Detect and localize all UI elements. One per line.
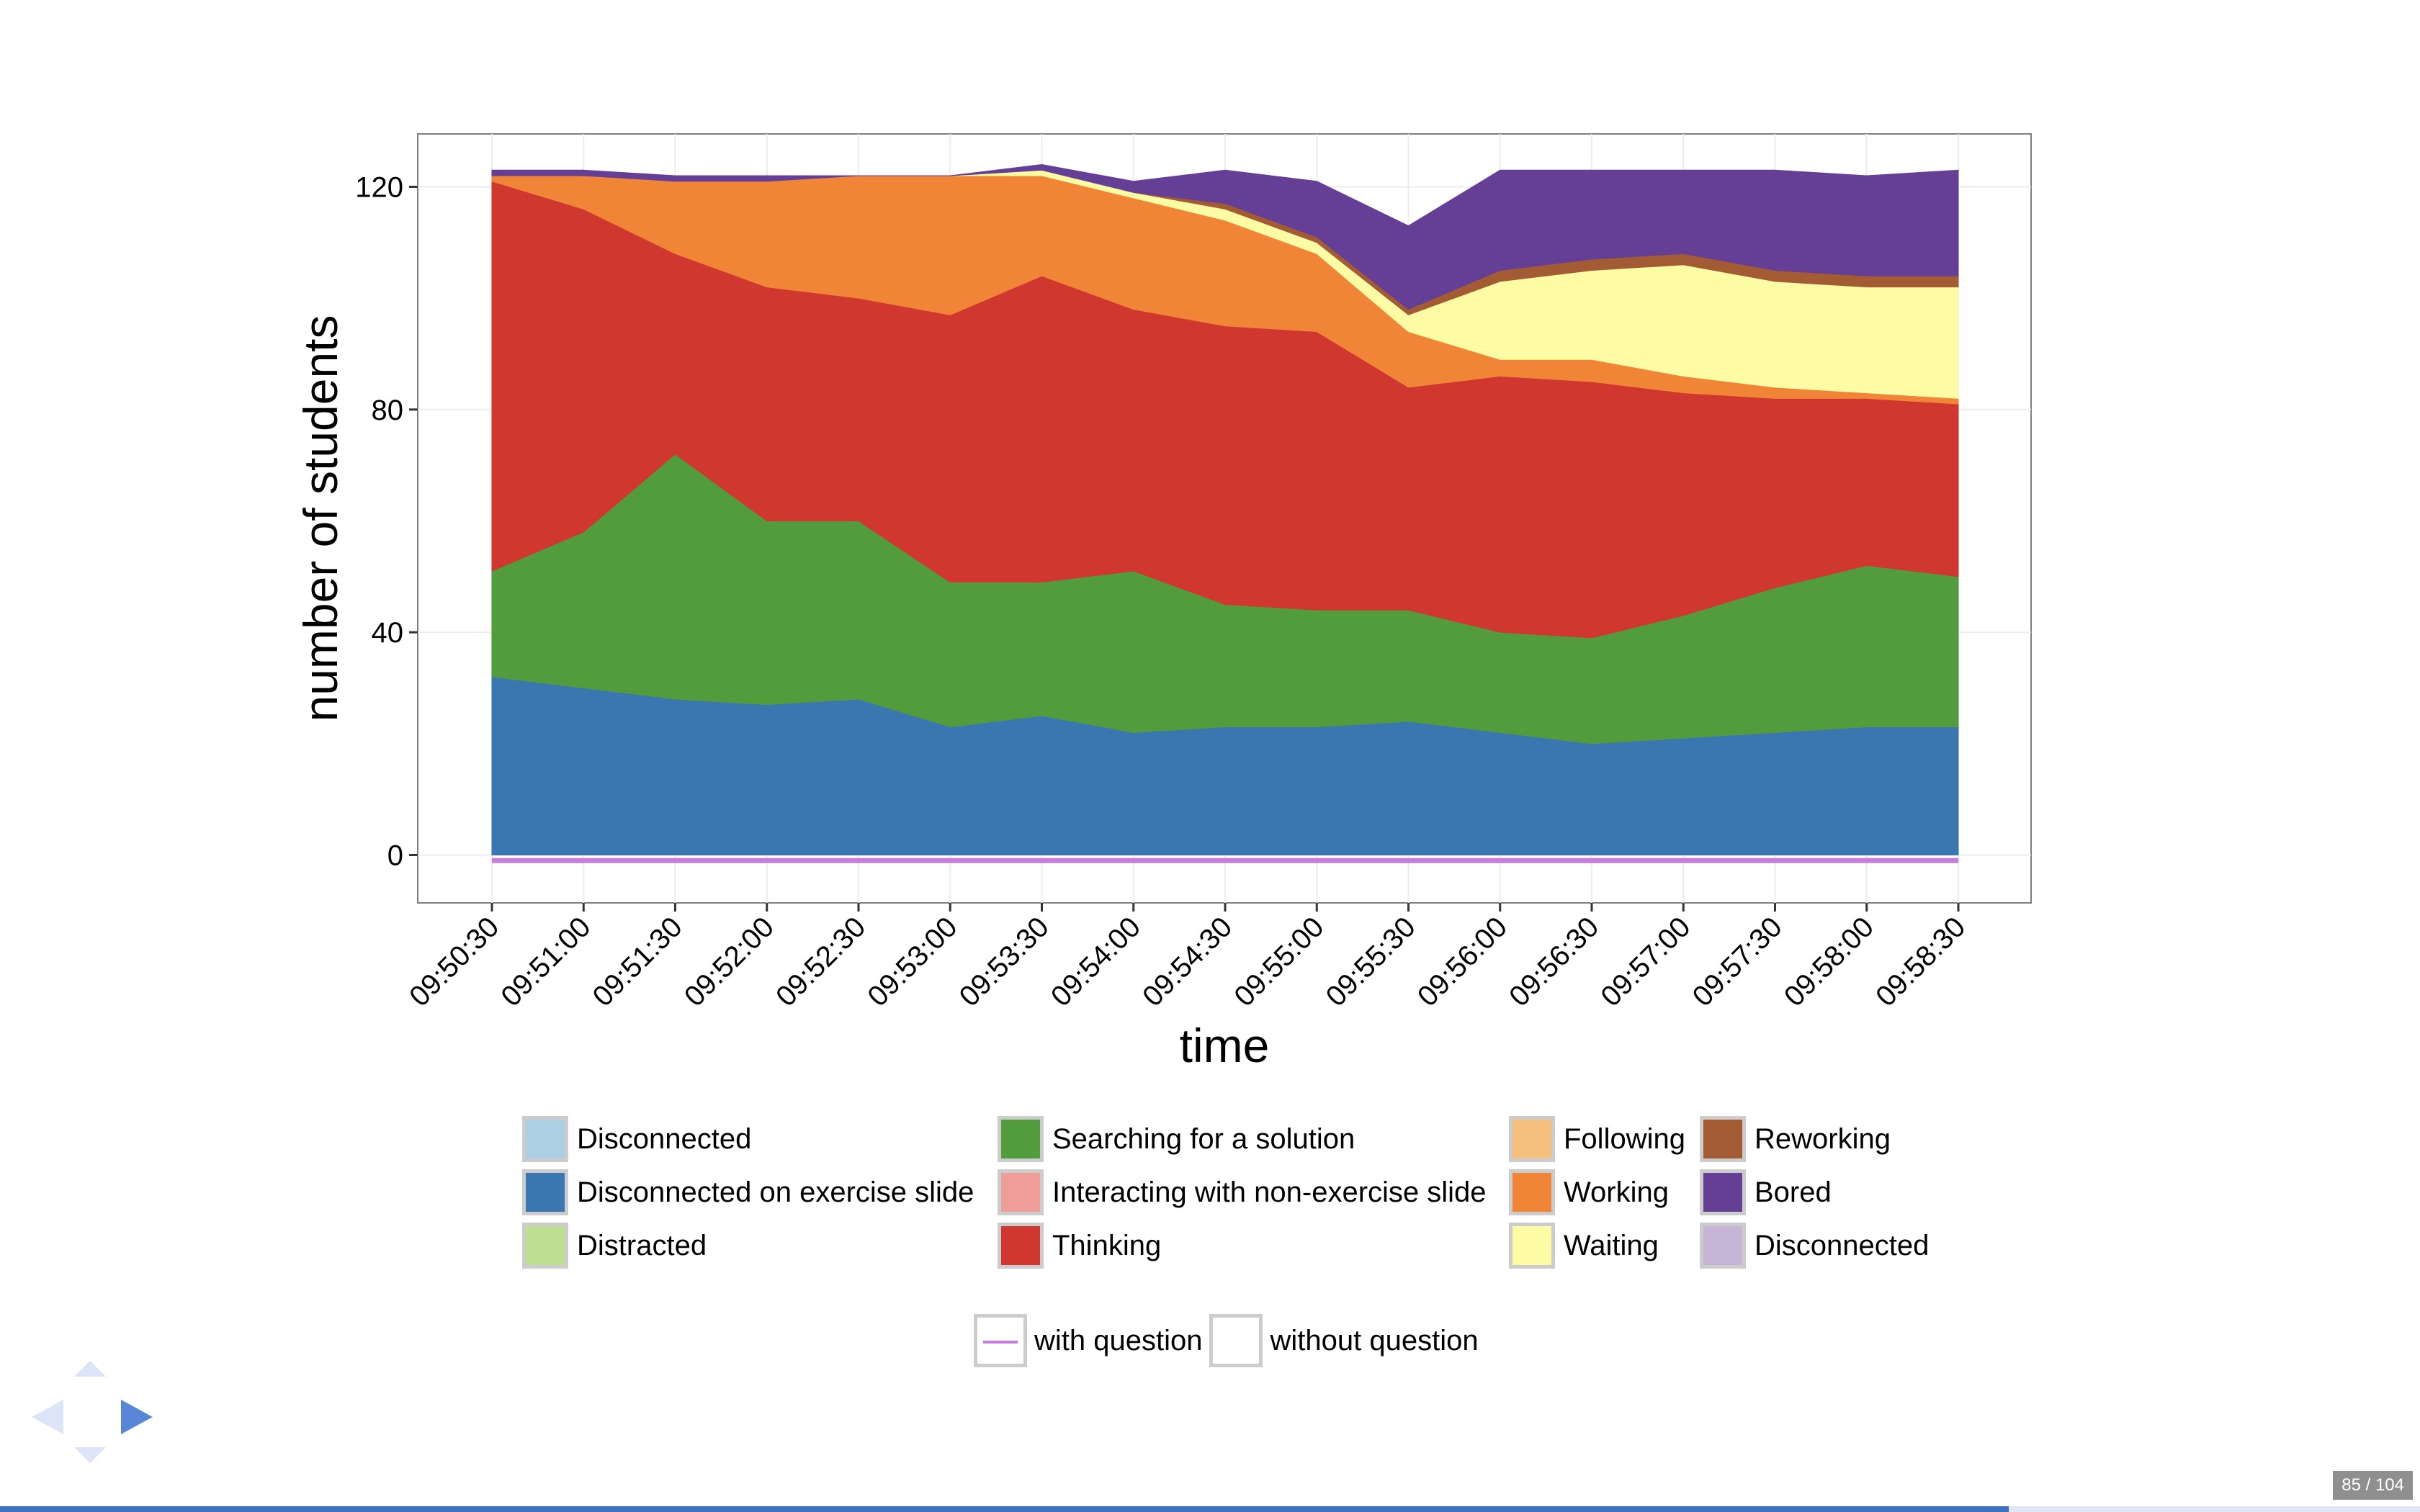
legend-item-bored: Bored <box>1700 1166 1832 1219</box>
legend-label-reworking: Reworking <box>1754 1122 1891 1155</box>
legend-label-waiting: Waiting <box>1564 1229 1659 1261</box>
legend-swatch-disconnected <box>522 1116 568 1162</box>
question-legend: with question without question <box>974 1314 1486 1367</box>
legend-swatch-searching-for-a-solution <box>998 1116 1044 1162</box>
x-tick-label-11: 09:56:00 <box>1412 911 1513 1012</box>
legend-item-searching-for-a-solution: Searching for a solution <box>998 1112 1355 1166</box>
legend-item-reworking: Reworking <box>1700 1112 1891 1166</box>
legend-label-bored: Bored <box>1754 1176 1832 1208</box>
legend-item-waiting: Waiting <box>1509 1219 1659 1272</box>
legend-swatch-waiting <box>1509 1223 1555 1269</box>
x-tick-label-7: 09:54:00 <box>1045 911 1147 1012</box>
x-tick-label-3: 09:52:00 <box>678 911 780 1012</box>
legend-with-question-swatch <box>974 1314 1027 1367</box>
legend-label-disconnected-on-exercise-slide: Disconnected on exercise slide <box>577 1176 974 1208</box>
x-tick-label-6: 09:53:30 <box>954 911 1055 1012</box>
legend-item-thinking: Thinking <box>998 1219 1161 1272</box>
legend-label-searching-for-a-solution: Searching for a solution <box>1052 1122 1355 1155</box>
legend-without-question-swatch <box>1209 1314 1263 1367</box>
progress-bar <box>0 1506 2420 1512</box>
nav-right-arrow-icon[interactable] <box>121 1400 153 1434</box>
legend-label-distracted: Distracted <box>577 1229 707 1261</box>
progress-bar-fill <box>0 1506 2009 1512</box>
y-axis-title: number of students <box>294 315 347 722</box>
legend-item-working: Working <box>1509 1166 1669 1219</box>
nav-up-arrow-icon[interactable] <box>74 1361 106 1377</box>
y-tick-label-0: 0 <box>387 840 403 871</box>
legend-label-working: Working <box>1564 1176 1669 1208</box>
legend-swatch-disconnected-on-exercise-slide <box>522 1169 568 1215</box>
legend-without-question-label: without question <box>1270 1324 1479 1356</box>
legend-swatch-disconnected <box>1700 1223 1746 1269</box>
x-tick-label-15: 09:58:00 <box>1778 911 1880 1012</box>
legend-label-disconnected: Disconnected <box>1754 1229 1930 1261</box>
legend-without-question: without question <box>1209 1314 1479 1367</box>
legend-item-interacting-with-non-exercise-slide: Interacting with non-exercise slide <box>998 1166 1487 1219</box>
legend-swatch-distracted <box>522 1223 568 1269</box>
x-tick-label-2: 09:51:30 <box>587 911 689 1012</box>
legend-item-disconnected: Disconnected <box>1700 1219 1929 1272</box>
legend-swatch-following <box>1509 1116 1555 1162</box>
x-tick-label-13: 09:57:00 <box>1595 911 1696 1012</box>
legend-item-disconnected-on-exercise-slide: Disconnected on exercise slide <box>522 1166 974 1219</box>
legend-swatch-reworking <box>1700 1116 1746 1162</box>
legend-swatch-interacting-with-non-exercise-slide <box>998 1169 1044 1215</box>
legend-label-thinking: Thinking <box>1052 1229 1162 1261</box>
x-tick-label-4: 09:52:30 <box>770 911 871 1012</box>
legend-item-distracted: Distracted <box>522 1219 707 1272</box>
x-tick-label-9: 09:55:00 <box>1228 911 1330 1012</box>
x-axis-title: time <box>1180 1019 1270 1066</box>
legend-item-following: Following <box>1509 1112 1685 1166</box>
legend-swatch-working <box>1509 1169 1555 1215</box>
y-tick-label-2: 80 <box>372 395 404 426</box>
legend-label-disconnected: Disconnected <box>577 1122 752 1155</box>
y-tick-label-3: 120 <box>355 171 403 203</box>
stacked-area-chart: 0 40 80 120 09:50:3009:51:0009:51:3009:52:00… <box>294 133 2032 1066</box>
legend-label-interacting-with-non-exercise-slide: Interacting with non-exercise slide <box>1052 1176 1487 1208</box>
x-tick-label-16: 09:58:30 <box>1870 911 1971 1012</box>
x-tick-label-1: 09:51:00 <box>495 911 596 1012</box>
x-tick-label-10: 09:55:30 <box>1320 911 1422 1012</box>
legend-swatch-thinking <box>998 1223 1044 1269</box>
area-bored <box>491 164 1959 310</box>
legend-with-question-label: with question <box>1034 1324 1203 1356</box>
x-tick-label-0: 09:50:30 <box>403 911 505 1012</box>
slide-counter: 85 / 104 <box>2333 1471 2413 1500</box>
x-tick-label-8: 09:54:30 <box>1137 911 1238 1012</box>
x-tick-label-5: 09:53:00 <box>861 911 963 1012</box>
x-tick-label-14: 09:57:30 <box>1687 911 1788 1012</box>
y-tick-label-1: 40 <box>372 617 404 649</box>
legend-item-disconnected: Disconnected <box>522 1112 751 1166</box>
nav-left-arrow-icon[interactable] <box>32 1400 63 1434</box>
nav-down-arrow-icon[interactable] <box>74 1447 106 1463</box>
slide-navigation <box>29 1361 158 1476</box>
legend-with-question: with question <box>974 1314 1202 1367</box>
legend-label-following: Following <box>1564 1122 1685 1155</box>
legend-swatch-bored <box>1700 1169 1746 1215</box>
x-tick-label-12: 09:56:30 <box>1503 911 1605 1012</box>
